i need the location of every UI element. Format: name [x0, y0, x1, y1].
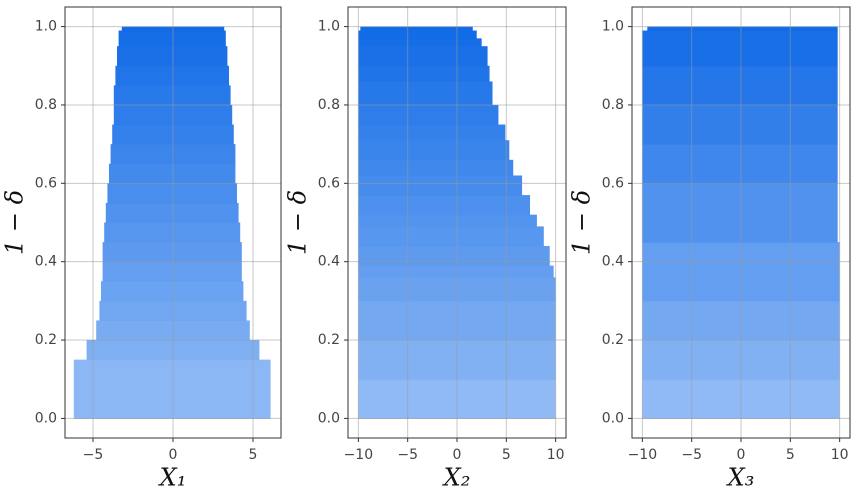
band [358, 124, 506, 141]
band [642, 104, 838, 145]
y-axis-label: 1 − δ [1, 190, 29, 255]
band [358, 140, 510, 161]
band [642, 144, 838, 184]
y-tick-label: 0.8 [35, 97, 57, 113]
band [358, 104, 499, 126]
x-tick-label: −10 [628, 447, 658, 463]
band [358, 214, 537, 227]
y-tick-label: 0.2 [35, 332, 57, 348]
y-tick-label: 0.0 [35, 410, 57, 426]
x-tick-label: 0 [737, 447, 746, 463]
y-tick-label: 1.0 [35, 19, 57, 35]
x-tick-label: 10 [831, 447, 849, 463]
x-tick-label: 5 [786, 447, 795, 463]
band [647, 26, 838, 32]
band [642, 30, 838, 67]
x-tick-label: 0 [169, 447, 178, 463]
band [360, 26, 473, 32]
x-tick-label: 10 [547, 447, 565, 463]
band [73, 359, 271, 419]
y-tick-label: 0.0 [318, 410, 340, 426]
band [358, 246, 550, 267]
x-tick-label: 0 [453, 447, 462, 463]
axes-frame [64, 6, 282, 439]
x-axis-label: X₁ [158, 464, 187, 492]
y-tick-label: 0.8 [318, 97, 340, 113]
axes-frame [631, 6, 851, 439]
band [117, 46, 228, 67]
x-tick-label: 5 [502, 447, 511, 463]
band [107, 183, 238, 204]
x-tick-label: −10 [344, 447, 374, 463]
band [642, 65, 838, 106]
band [109, 163, 236, 184]
band [118, 30, 226, 47]
band [358, 226, 544, 247]
y-tick-label: 0.0 [602, 410, 624, 426]
band [358, 265, 554, 278]
band [105, 202, 239, 223]
y-axis-label: 1 − δ [284, 190, 312, 255]
x-tick-label: −5 [397, 447, 418, 463]
band [104, 222, 241, 243]
y-tick-label: 0.4 [35, 254, 57, 270]
band [358, 159, 514, 176]
band [113, 85, 231, 106]
y-tick-label: 0.6 [35, 175, 57, 191]
x-tick-label: −5 [681, 447, 702, 463]
y-tick-label: 0.4 [318, 254, 340, 270]
band [101, 281, 244, 302]
x-tick-label: 5 [249, 447, 258, 463]
y-tick-label: 0.8 [602, 97, 624, 113]
axes-frame [347, 6, 567, 439]
y-tick-label: 0.2 [602, 332, 624, 348]
band [115, 65, 229, 86]
y-tick-label: 1.0 [602, 19, 624, 35]
y-tick-label: 0.4 [602, 254, 624, 270]
y-tick-label: 0.6 [318, 175, 340, 191]
band [358, 195, 530, 216]
band [358, 46, 488, 67]
band [358, 38, 482, 47]
x-axis-label: X₃ [726, 464, 755, 492]
band [102, 261, 242, 282]
band [358, 30, 477, 39]
y-tick-label: 0.2 [318, 332, 340, 348]
band [358, 81, 493, 106]
band [642, 183, 838, 243]
band [102, 242, 242, 263]
band [358, 65, 490, 82]
y-tick-label: 0.6 [602, 175, 624, 191]
x-tick-label: −5 [83, 447, 104, 463]
x-axis-label: X₂ [442, 464, 471, 492]
y-tick-label: 1.0 [318, 19, 340, 35]
y-axis-label: 1 − δ [568, 190, 596, 255]
band [358, 175, 523, 196]
